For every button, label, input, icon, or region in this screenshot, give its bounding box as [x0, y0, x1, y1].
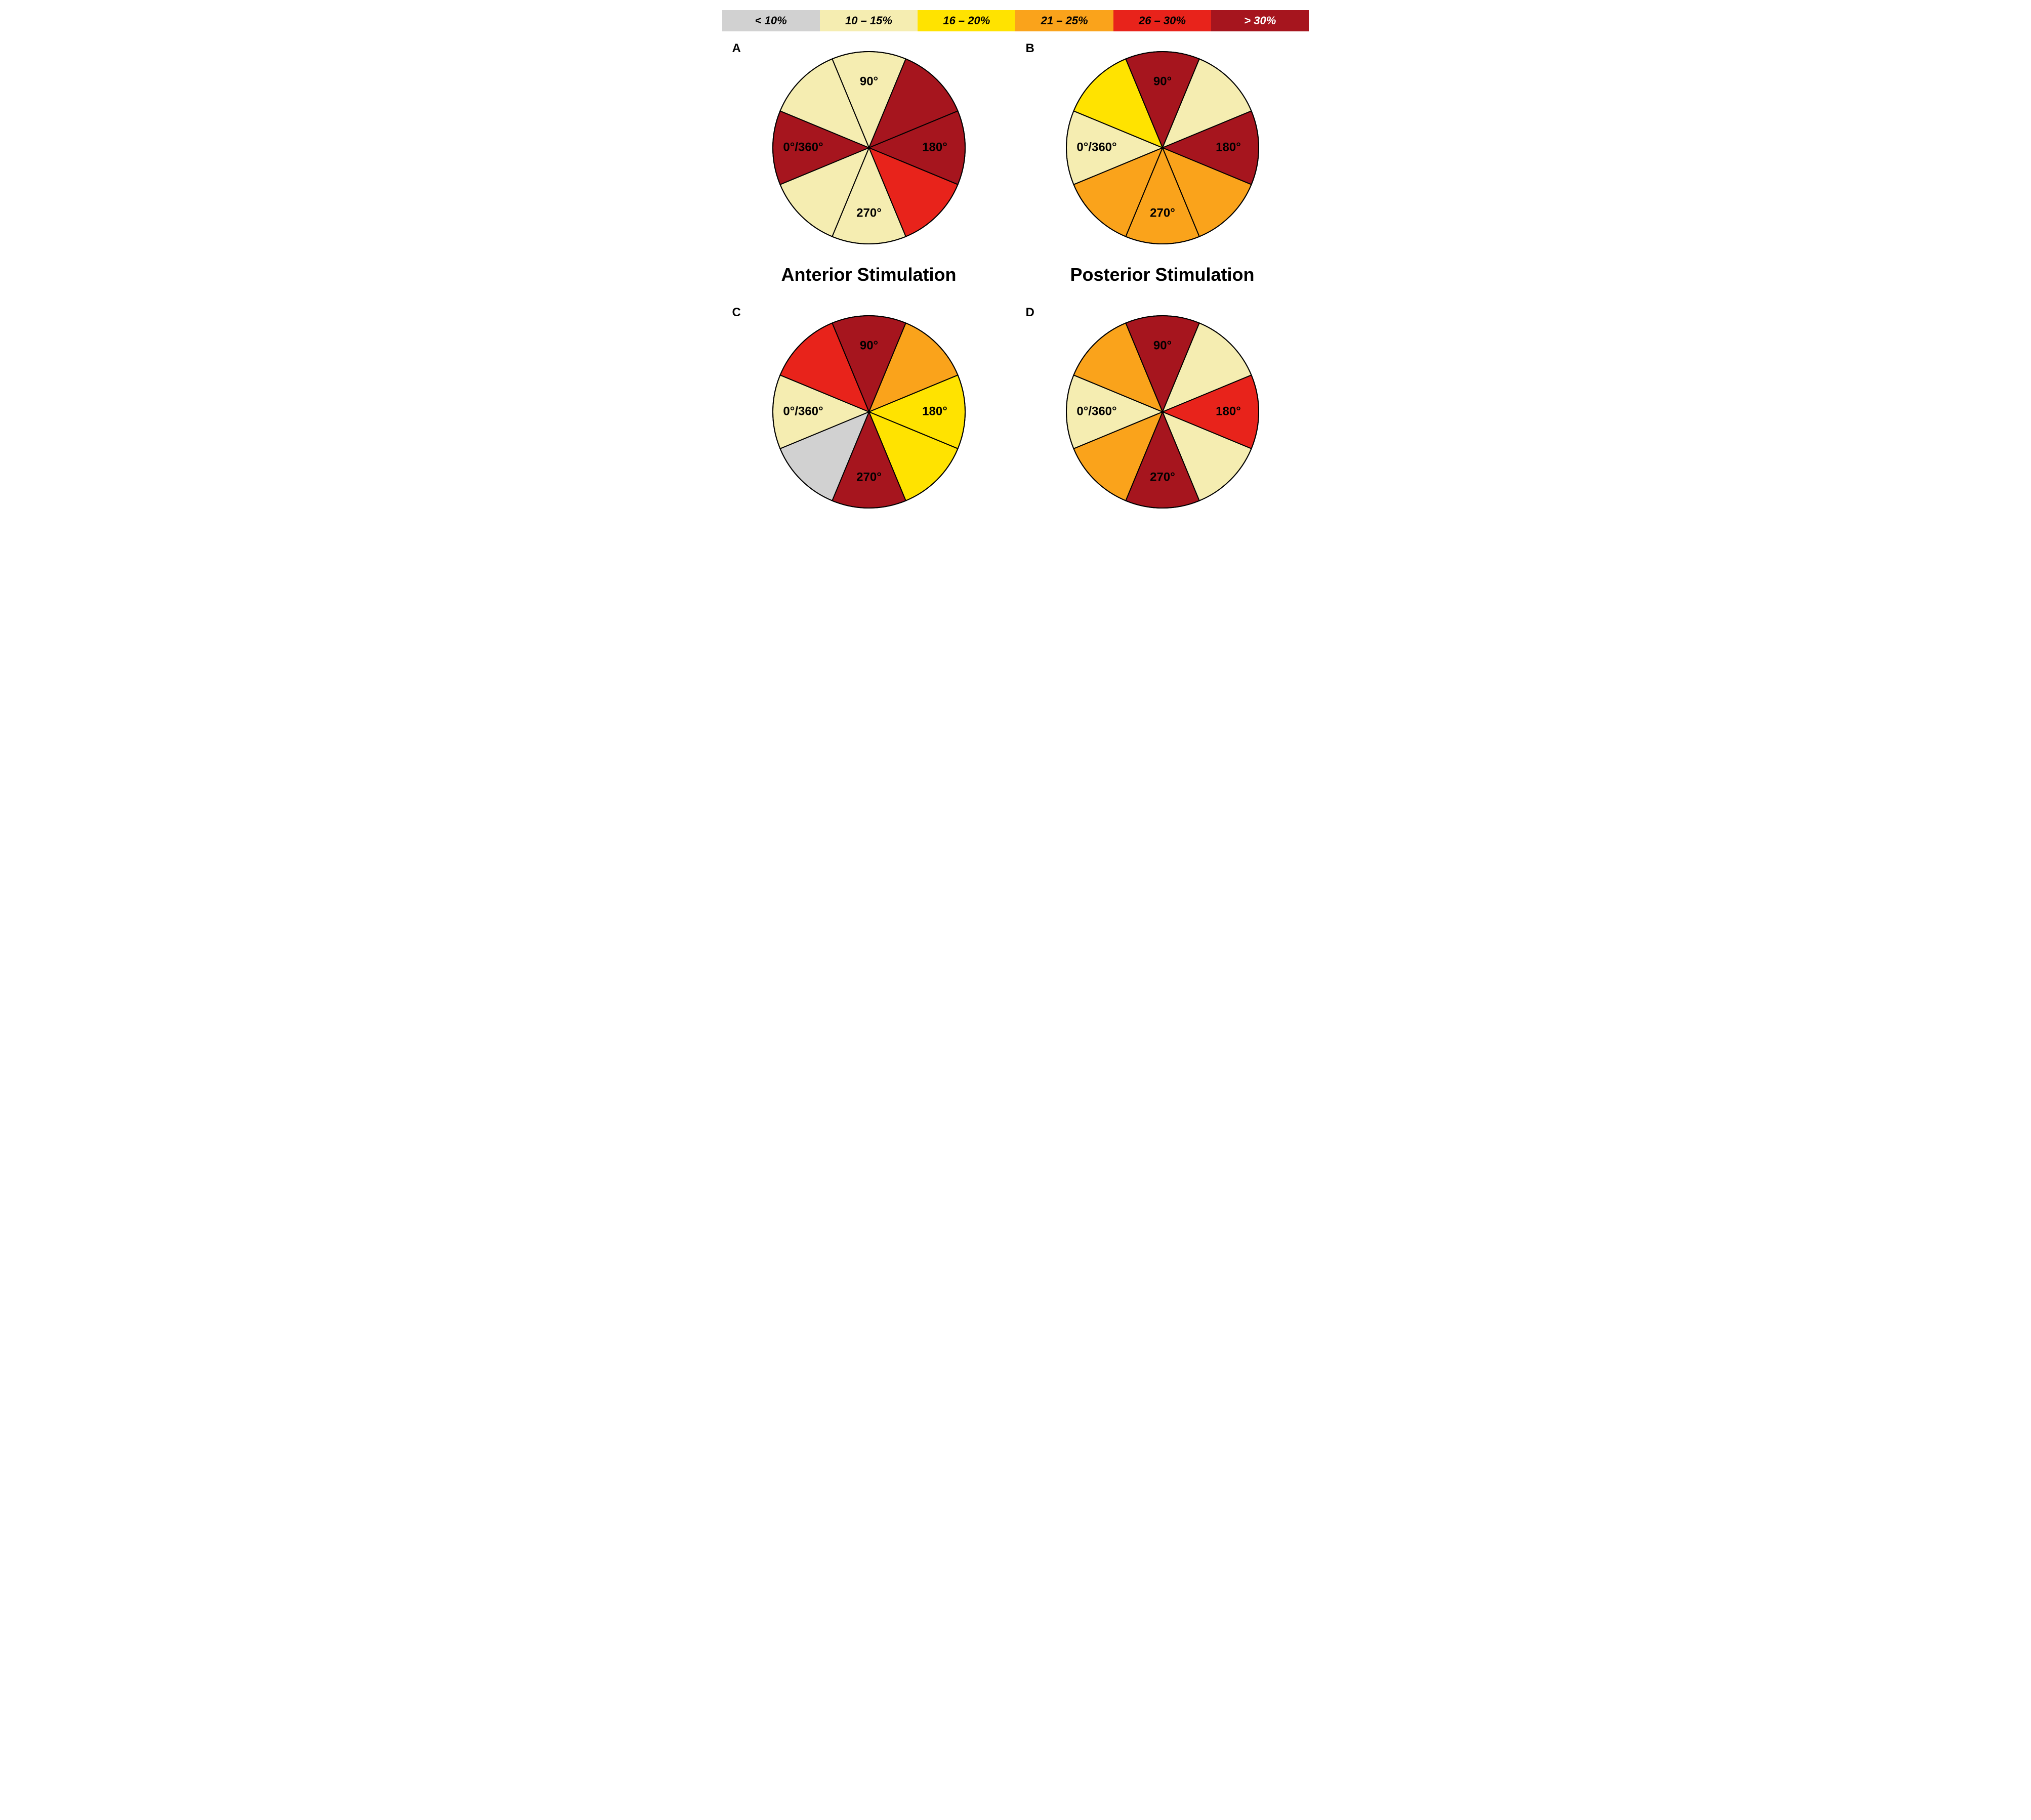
row-2: C 90° 180° 270° 0°/360° D 90° 180° 270° 0°/360… [722, 301, 1309, 518]
sector-label: 90° [859, 74, 878, 88]
sector-label: 0°/360° [1076, 140, 1116, 154]
title-anterior: Anterior Stimulation [722, 264, 1016, 285]
pie-chart-B: 90° 180° 270° 0°/360° [1056, 41, 1269, 254]
sector-label: 0°/360° [783, 140, 823, 154]
sector-label: 90° [859, 338, 878, 352]
sector-label: 180° [922, 404, 947, 418]
sector-label: 180° [1216, 140, 1241, 154]
panel-D: D 90° 180° 270° 0°/360° [1016, 301, 1309, 518]
titles-row: Anterior Stimulation Posterior Stimulati… [722, 264, 1309, 285]
sector-label: 180° [1216, 404, 1241, 418]
panel-B: B 90° 180° 270° 0°/360° [1016, 36, 1309, 254]
sector-label: 270° [1150, 206, 1175, 220]
legend-item-0: < 10% [722, 10, 820, 31]
panel-C: C 90° 180° 270° 0°/360° [722, 301, 1016, 518]
chart-B-wrap: 90° 180° 270° 0°/360° [1016, 41, 1309, 254]
legend-item-5: > 30% [1211, 10, 1309, 31]
pie-chart-C: 90° 180° 270° 0°/360° [763, 306, 975, 518]
sector-label: 270° [856, 470, 882, 484]
legend-item-3: 21 – 25% [1015, 10, 1113, 31]
title-posterior: Posterior Stimulation [1016, 264, 1309, 285]
figure-container: < 10%10 – 15%16 – 20%21 – 25%26 – 30%> 3… [722, 10, 1309, 518]
panel-D-label: D [1026, 306, 1034, 320]
panel-A-label: A [732, 41, 741, 56]
sector-label: 90° [1153, 74, 1171, 88]
pie-chart-D: 90° 180° 270° 0°/360° [1056, 306, 1269, 518]
color-legend: < 10%10 – 15%16 – 20%21 – 25%26 – 30%> 3… [722, 10, 1309, 31]
chart-C-wrap: 90° 180° 270° 0°/360° [722, 306, 1016, 518]
panel-B-label: B [1026, 41, 1034, 56]
chart-D-wrap: 90° 180° 270° 0°/360° [1016, 306, 1309, 518]
legend-item-1: 10 – 15% [820, 10, 918, 31]
sector-label: 0°/360° [1076, 404, 1116, 418]
sector-label: 90° [1153, 338, 1171, 352]
panel-A: A 90° 180° 270° 0°/360° [722, 36, 1016, 254]
sector-label: 270° [1150, 470, 1175, 484]
sector-label: 270° [856, 206, 882, 220]
sector-label: 0°/360° [783, 404, 823, 418]
chart-A-wrap: 90° 180° 270° 0°/360° [722, 41, 1016, 254]
legend-item-4: 26 – 30% [1113, 10, 1211, 31]
legend-item-2: 16 – 20% [918, 10, 1015, 31]
sector-label: 180° [922, 140, 947, 154]
panel-C-label: C [732, 306, 741, 320]
row-1: A 90° 180° 270° 0°/360° B 90° 180° 270° 0°/360… [722, 36, 1309, 254]
pie-chart-A: 90° 180° 270° 0°/360° [763, 41, 975, 254]
